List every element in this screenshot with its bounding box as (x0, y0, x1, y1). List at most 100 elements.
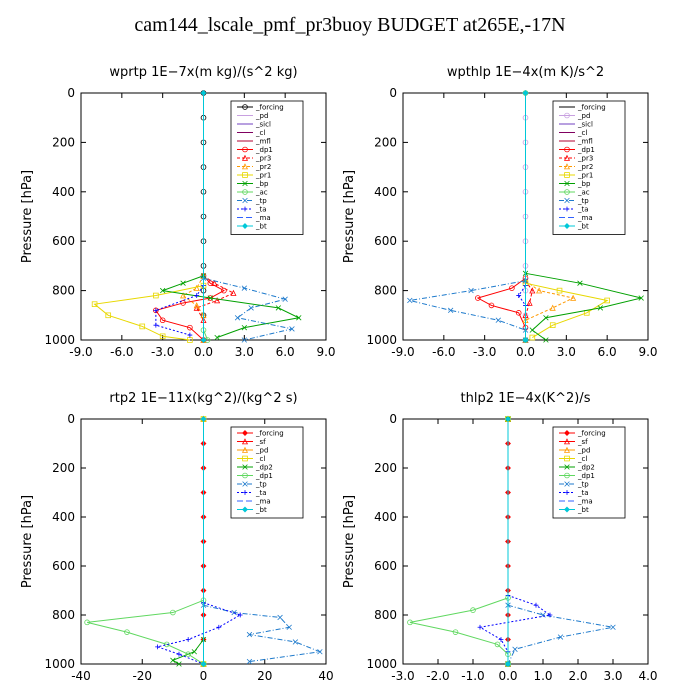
series-line (195, 275, 235, 340)
data-point (241, 285, 248, 291)
data-point (577, 280, 583, 286)
legend-label: _dp1 (577, 472, 595, 480)
data-point (292, 639, 299, 645)
series-line (162, 275, 301, 339)
series-line (155, 602, 242, 665)
legend-marker (241, 438, 249, 445)
x-tick-label: 0.0 (498, 669, 517, 683)
data-point (515, 310, 522, 316)
legend-marker (564, 180, 570, 187)
y-tick-label: 200 (52, 135, 75, 149)
series-ta (155, 600, 243, 667)
data-point (275, 305, 282, 311)
data-point (289, 326, 295, 332)
legend-label: _cl (255, 455, 265, 463)
x-tick-label: 0 (200, 669, 208, 683)
series-line (171, 639, 204, 665)
legend-label: _pr3 (255, 155, 271, 163)
data-point (452, 629, 459, 635)
data-point (176, 651, 182, 657)
y-tick-label: 0 (67, 86, 75, 100)
legend-label: _forcing (255, 104, 284, 112)
data-point (155, 644, 160, 650)
legend: _forcing_sf_pd_cl_dp2_dp1_tp_ta_ma_bt (230, 426, 304, 519)
x-tick-label: 3.0 (557, 345, 576, 359)
series-bt (200, 416, 207, 667)
legend-label: _pd (255, 112, 268, 120)
x-tick-label: 40 (318, 669, 333, 683)
y-tick-label: 1000 (44, 657, 75, 671)
legend-label: _cl (255, 129, 265, 137)
data-point (549, 322, 556, 328)
legend-label: _pr3 (577, 155, 593, 163)
series-tp (505, 602, 616, 667)
legend-marker (242, 197, 248, 204)
y-tick-label: 800 (374, 284, 397, 298)
data-point (193, 284, 200, 291)
legend-marker (242, 472, 248, 479)
data-point (296, 315, 302, 321)
series-dp1 (84, 597, 207, 667)
legend: _forcing_pd_sicl_cl_mfl_dp1_pr3_pr2_pr1_… (552, 100, 626, 235)
data-point (200, 90, 207, 96)
legend-box (230, 426, 304, 519)
chart-panel-3: rtp2 1E−11x(kg^2)/(kg^2 s) Pressure [hPa]… (20, 391, 334, 683)
legend-label: _dp2 (255, 464, 273, 472)
panel-title: thlp2 1E−4x(K^2)/s (461, 391, 591, 406)
series-bp (159, 273, 302, 341)
legend-label: _ma (577, 498, 593, 506)
series-bp (522, 270, 644, 343)
legend-marker (564, 472, 570, 479)
data-point (529, 287, 536, 294)
data-point (176, 661, 182, 667)
legend-label: _ta (255, 206, 267, 214)
data-point (407, 619, 413, 626)
y-tick-label: 600 (374, 559, 397, 573)
x-tick-label: 3.0 (235, 345, 254, 359)
legend-label: _bt (255, 506, 267, 514)
data-point (516, 293, 522, 298)
legend-marker (564, 490, 570, 495)
data-point (159, 317, 166, 324)
x-tick-label: -9.0 (391, 345, 414, 359)
data-point (153, 322, 159, 328)
legend: _forcing_pd_sicl_cl_mfl_dp1_pr3_pr2_pr1_… (230, 100, 304, 235)
x-tick-label: 6.0 (276, 345, 295, 359)
data-point (543, 337, 549, 343)
legend-label: _pr2 (577, 163, 593, 171)
data-point (543, 315, 549, 321)
legend-marker (242, 172, 248, 178)
data-point (180, 300, 186, 306)
data-point (248, 305, 254, 311)
series-ta (477, 593, 553, 667)
data-point (191, 649, 197, 655)
data-point (200, 337, 207, 343)
data-point (187, 337, 193, 343)
data-point (187, 332, 193, 338)
legend-label: _bt (577, 506, 589, 514)
data-point (549, 304, 556, 311)
data-point (185, 637, 191, 642)
y-tick-label: 800 (374, 608, 397, 622)
y-axis-label: Pressure [hPa] (342, 170, 357, 263)
legend-label: _tp (255, 481, 267, 489)
legend: _forcing_sf_pd_cl_dp2_dp1_tp_ta_ma_bt (552, 426, 626, 519)
y-axis-label: Pressure [hPa] (342, 495, 357, 588)
series-dp1 (153, 272, 227, 343)
data-point (529, 327, 535, 333)
legend-label: _ma (577, 214, 593, 222)
data-point (547, 612, 553, 618)
legend-label: _ta (577, 489, 589, 497)
y-tick-label: 600 (374, 234, 397, 248)
chart-panel-1: wprtp 1E−7x(m kg)/(s^2 kg) Pressure [hPa]… (20, 65, 336, 359)
data-point (536, 287, 543, 294)
legend-label: _ma (255, 498, 271, 506)
figure-title: cam144_lscale_pmf_pr3buoy BUDGET at265E,… (134, 14, 566, 36)
series-line (478, 594, 552, 664)
legend-label: _bp (577, 180, 591, 188)
legend-marker (241, 154, 249, 161)
data-point (604, 297, 610, 304)
series-line (507, 604, 614, 665)
legend-label: _tp (255, 197, 267, 205)
